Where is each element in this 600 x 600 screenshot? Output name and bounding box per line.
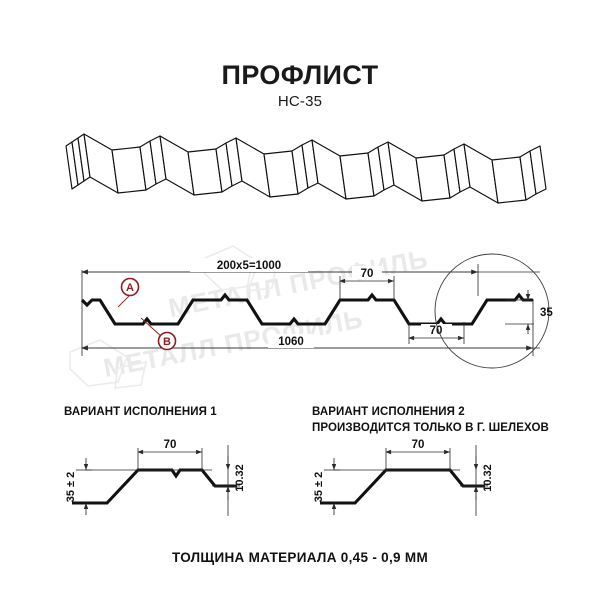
callout-marker-b-label: B — [163, 336, 171, 348]
dimension-label-height: 35 — [540, 307, 553, 319]
isometric-sheet-view — [65, 133, 547, 204]
iso-rib — [387, 141, 471, 202]
variant-1-dimension-label-top: 70 — [164, 439, 177, 451]
variant-2-block: ВАРИАНТ ИСПОЛНЕНИЯ 2 ПРОИЗВОДИТСЯ ТОЛЬКО… — [312, 406, 549, 516]
variant-2-heading-line-2: ПРОИЗВОДИТСЯ ТОЛЬКО В Г. ШЕЛЕХОВ — [312, 422, 549, 434]
detail-circle — [434, 253, 550, 369]
watermark-logo-icon — [69, 339, 148, 389]
callout-marker-b: B — [140, 317, 177, 351]
model-subtitle: НС-35 — [278, 93, 322, 110]
callout-marker-a: A — [117, 277, 140, 308]
page-title: ПРОФЛИСТ — [222, 60, 379, 90]
iso-rib — [311, 139, 395, 200]
variant-1-heading: ВАРИАНТ ИСПОЛНЕНИЯ 1 — [64, 406, 217, 418]
variant-2-heading-line-1: ВАРИАНТ ИСПОЛНЕНИЯ 2 — [312, 406, 465, 418]
dimension-label-pitch: 200x5=1000 — [217, 260, 281, 272]
iso-rib — [463, 143, 547, 204]
watermark-text: МЕТАЛЛ ПРОФИЛЬ — [101, 303, 366, 383]
dimension-label-top-flange: 70 — [361, 268, 374, 280]
watermark-text: МЕТАЛЛ ПРОФИЛЬ — [166, 243, 431, 323]
callout-marker-a-label: A — [126, 282, 134, 294]
variant-1-dimension-label-left: 35 ± 2 — [65, 472, 77, 503]
variant-1-dimension-label-right: 10.32 — [234, 464, 246, 492]
variant-2-profile-path — [320, 468, 485, 505]
variant-2-dimension-label-top: 70 — [412, 439, 425, 451]
variant-2-dimension-label-right: 10.32 — [482, 464, 494, 492]
iso-rib — [159, 135, 243, 196]
cross-section-view: 200x5=1000 1060 70 70 — [80, 253, 553, 369]
footer-note: ТОЛЩИНА МАТЕРИАЛА 0,45 - 0,9 ММ — [172, 550, 428, 565]
variant-1-block: ВАРИАНТ ИСПОЛНЕНИЯ 1 70 10.32 35 ± 2 — [64, 406, 246, 516]
variant-2-dimension-label-left: 35 ± 2 — [313, 472, 325, 503]
variant-1-profile-path — [72, 468, 237, 505]
dimension-label-overall: 1060 — [278, 336, 304, 348]
iso-rib — [83, 133, 167, 194]
dimension-label-bottom-flange: 70 — [430, 325, 443, 337]
iso-rib — [235, 137, 319, 198]
